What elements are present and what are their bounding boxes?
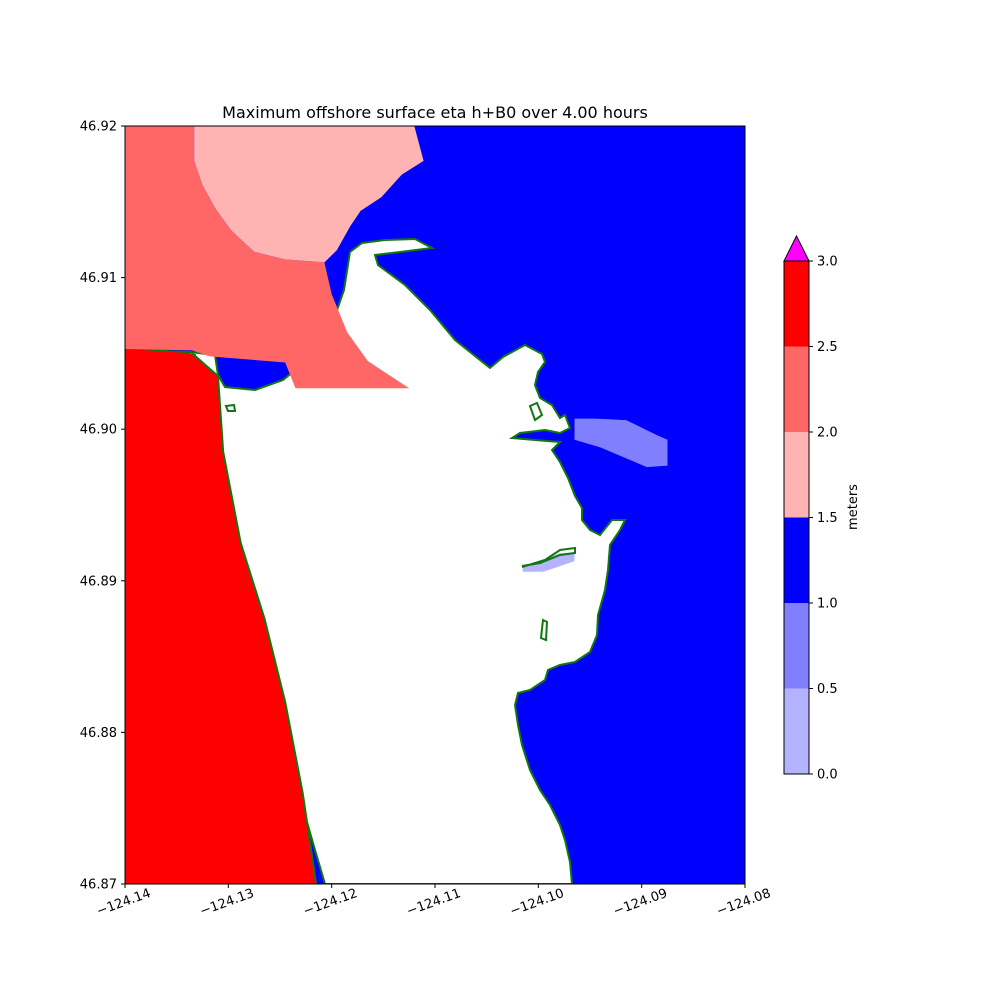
region-island-shoal [522,552,575,572]
colorbar-tick-label: 2.5 [817,340,838,355]
southern-bay-islet [539,618,549,642]
y-tick-label: 46.92 [80,120,117,135]
colorbar-tick-label: 1.0 [817,597,838,612]
region-northwest-sea [125,126,410,389]
region-bay-shallows [574,418,668,468]
colorbar-bin [784,261,809,347]
north-inlet-spit [528,401,544,422]
y-tick-label: 46.87 [80,878,117,893]
x-tick-label: −124.13 [198,886,256,919]
x-tick-label: −124.08 [715,886,773,919]
y-tick-label: 46.89 [80,574,117,589]
colorbar-tick-label: 0.0 [817,768,838,783]
colorbar-tick-label: 1.5 [817,511,838,526]
x-tick-label: −124.11 [405,886,463,919]
x-tick-label: −124.09 [611,886,669,919]
map-plot-area [125,126,745,884]
surface-eta-regions [125,126,668,884]
x-axis-ticks: −124.14 −124.13 −124.12 −124.11 −124.10 −124.… [95,884,773,919]
y-tick-label: 46.90 [80,423,117,438]
region-north-channel [194,126,424,263]
colorbar-bin [784,517,809,603]
colorbar-tick-label: 3.0 [817,255,838,270]
colorbar-bin [784,432,809,518]
chart-title: Maximum offshore surface eta h+B0 over 4… [222,103,648,122]
y-axis-ticks: 46.87 46.88 46.89 46.90 46.91 46.92 [80,120,125,893]
colorbar-bin [784,346,809,432]
lagoon-islet [224,403,237,412]
x-tick-label: −124.10 [508,886,566,919]
colorbar-label: meters [846,484,861,530]
land-area [125,237,627,884]
colorbar-tick-label: 2.0 [817,426,838,441]
island-outline [521,546,576,568]
y-tick-label: 46.88 [80,726,117,741]
colorbar-bin [784,688,809,774]
colorbar: 0.0 0.5 1.0 1.5 2.0 2.5 3.0 [783,234,838,783]
outer-coastline [191,352,318,884]
colorbar-tick-label: 0.5 [817,682,838,697]
x-tick-label: −124.12 [301,886,359,919]
colorbar-bin [784,603,809,689]
region-outer-coast [125,348,317,884]
y-tick-label: 46.91 [80,271,117,286]
colorbar-extend-arrow [783,234,810,262]
